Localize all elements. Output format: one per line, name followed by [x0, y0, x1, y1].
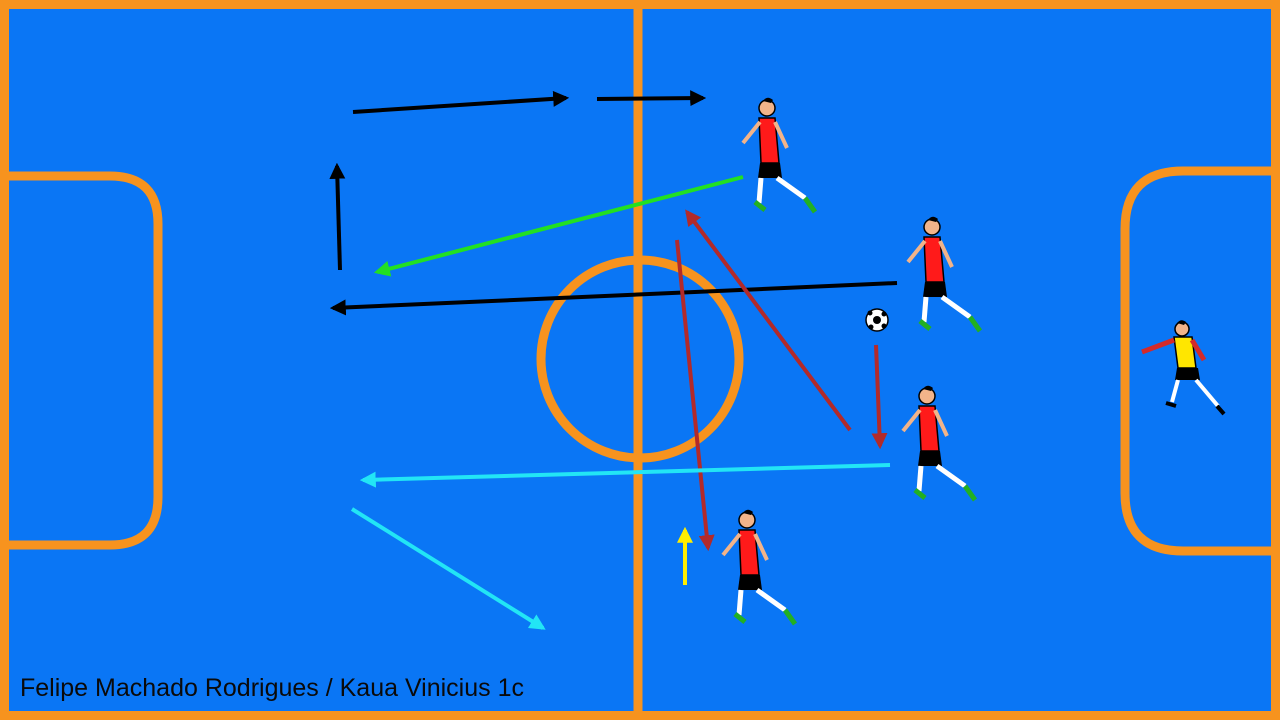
black-arrow-2	[352, 90, 570, 114]
goalkeeper-icon	[1141, 320, 1226, 416]
player-icon-attacker-bottom	[721, 509, 798, 626]
player-icon-attacker-right-bottom	[901, 385, 978, 502]
red-arrow-2	[675, 239, 715, 552]
cyan-arrow-1	[359, 463, 891, 488]
player-icon-attacker-right-top	[906, 216, 983, 333]
center-circle	[536, 255, 744, 463]
ball-icon	[865, 308, 889, 332]
right-penalty-area	[1120, 166, 1276, 556]
red-arrow-3	[871, 344, 888, 450]
left-penalty-area	[4, 171, 163, 550]
black-arrow-4	[329, 281, 898, 316]
black-arrow-3	[596, 90, 707, 107]
red-arrow-1	[685, 209, 852, 432]
cyan-arrow-2	[350, 507, 546, 630]
black-arrow-1	[329, 162, 346, 271]
player-icon-attacker-top	[741, 97, 818, 214]
author-credit: Felipe Machado Rodrigues / Kaua Vinicius…	[20, 674, 524, 702]
green-arrow	[373, 175, 744, 277]
